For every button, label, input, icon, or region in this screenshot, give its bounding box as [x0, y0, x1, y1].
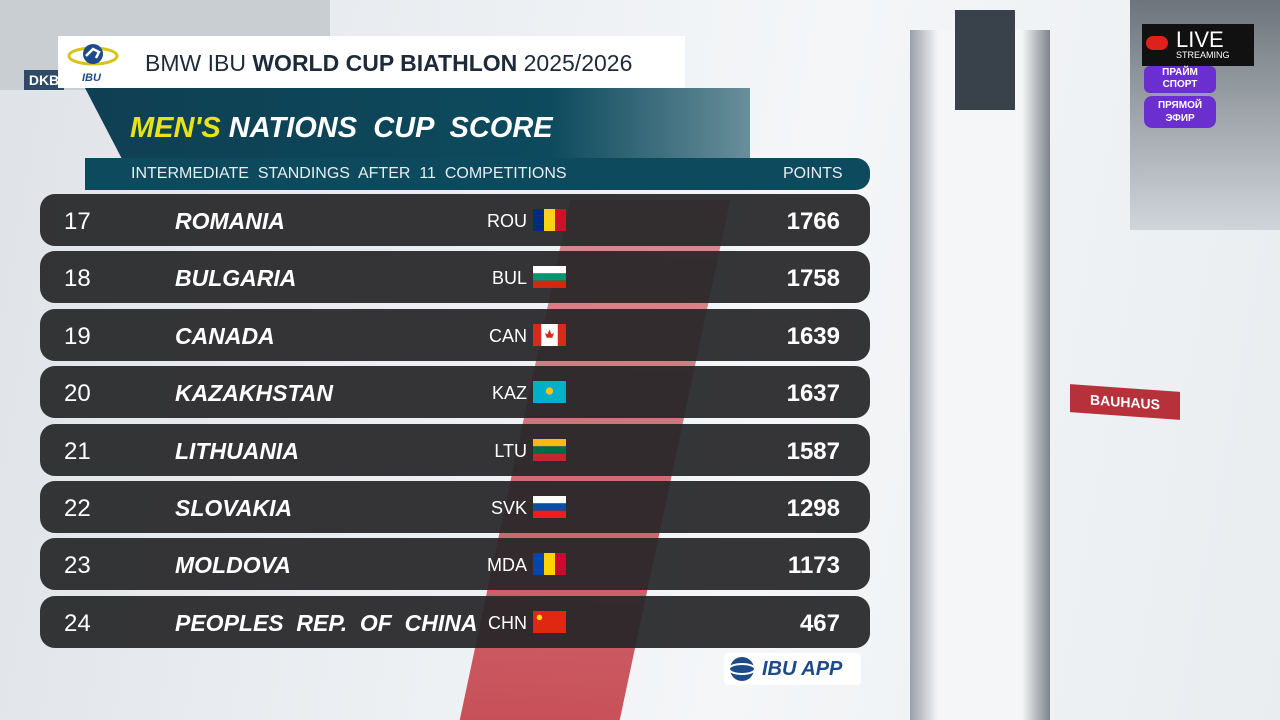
- track: [910, 30, 1050, 720]
- points-cell: 1639: [786, 322, 840, 350]
- heading-text: NATIONS CUP SCORE: [228, 112, 553, 144]
- flag: [533, 266, 566, 289]
- logo-text: IBU: [82, 72, 101, 84]
- flag: [533, 496, 566, 518]
- table-row: 22 SLOVAKIA SVK 1298: [40, 481, 870, 533]
- flag: [533, 323, 566, 346]
- rank-cell: 23: [64, 552, 91, 580]
- table-row: 18 BULGARIA BUL 1758: [40, 251, 870, 304]
- table-row: 21 LITHUANIA LTU 1587: [40, 423, 870, 476]
- code-cell: CAN: [488, 325, 527, 346]
- table-row: 17 ROMANIA ROU 1766: [40, 194, 870, 246]
- table-row: 24 PEOPLES REP. OF CHINA CHN 467: [40, 595, 870, 648]
- header-bar: [58, 36, 685, 88]
- rank-cell: 24: [64, 609, 91, 637]
- title-part: 2025/2026: [517, 50, 633, 76]
- country-cell: PEOPLES REP. OF CHINA: [175, 609, 478, 636]
- rank-cell: 18: [64, 265, 91, 293]
- table-row: 19 CANADA CAN 1639: [40, 308, 870, 361]
- tower: [955, 10, 1015, 110]
- flag: [533, 381, 566, 404]
- code-cell: LTU: [494, 440, 527, 461]
- live-title: LIVE: [1176, 27, 1224, 52]
- country-cell: CANADA: [175, 322, 275, 349]
- points-cell: 1637: [786, 380, 840, 408]
- country-cell: KAZAKHSTAN: [175, 380, 334, 407]
- points-cell: 1587: [786, 437, 840, 465]
- title-part: WORLD CUP BIATHLON: [252, 50, 518, 76]
- country-cell: ROMANIA: [175, 208, 285, 234]
- heading-highlight: MEN'S: [130, 112, 221, 144]
- sign: BAUHAUS: [1070, 384, 1180, 420]
- rank-cell: 21: [64, 437, 91, 465]
- channel-name: ПРАЙМ СПОРТ: [1144, 66, 1216, 93]
- rank-cell: 22: [64, 495, 91, 522]
- code-cell: BUL: [491, 268, 527, 289]
- flag: [533, 610, 566, 633]
- code-cell: SVK: [490, 498, 527, 518]
- flag: [533, 553, 566, 576]
- table-row: 20 KAZAKHSTAN KAZ 1637: [40, 366, 870, 419]
- code-cell: CHN: [488, 612, 527, 633]
- channel-badge: ПРЯМОЙ ЭФИР: [1144, 96, 1216, 128]
- code-cell: ROU: [487, 211, 527, 231]
- points-cell: 1758: [786, 265, 840, 293]
- points-cell: 1173: [787, 552, 840, 580]
- subheading: INTERMEDIATE STANDINGS AFTER 11 COMPETIT…: [131, 165, 567, 182]
- ibu-logo: [67, 44, 119, 66]
- live-sub: STREAMING: [1176, 50, 1230, 60]
- rank-cell: 17: [64, 208, 91, 235]
- rank-cell: 19: [64, 322, 91, 350]
- header-title: BMW IBU WORLD CUP BIATHLON 2025/2026: [145, 50, 632, 77]
- points-cell: 1298: [786, 495, 840, 522]
- flag: [533, 209, 566, 231]
- title-part: BMW IBU: [145, 50, 253, 76]
- subheading-bar: [85, 158, 870, 190]
- sign: DKB: [24, 70, 64, 90]
- country-cell: BULGARIA: [175, 265, 297, 292]
- country-cell: LITHUANIA: [175, 437, 299, 464]
- country-cell: MOLDOVA: [175, 552, 291, 579]
- app-icon: [728, 657, 756, 681]
- live-dot: [1146, 36, 1168, 50]
- rank-cell: 20: [64, 380, 91, 408]
- flag: [533, 438, 566, 461]
- points-cell: 467: [799, 609, 840, 637]
- app-text: IBU APP: [762, 658, 843, 680]
- table-row: 23 MOLDOVA MDA 1173: [40, 538, 870, 591]
- points-header: POINTS: [783, 165, 843, 182]
- code-cell: MDA: [487, 555, 527, 576]
- code-cell: KAZ: [491, 383, 527, 404]
- points-cell: 1766: [786, 208, 840, 235]
- heading: MEN'S NATIONS CUP SCORE: [130, 112, 553, 145]
- country-cell: SLOVAKIA: [175, 495, 293, 521]
